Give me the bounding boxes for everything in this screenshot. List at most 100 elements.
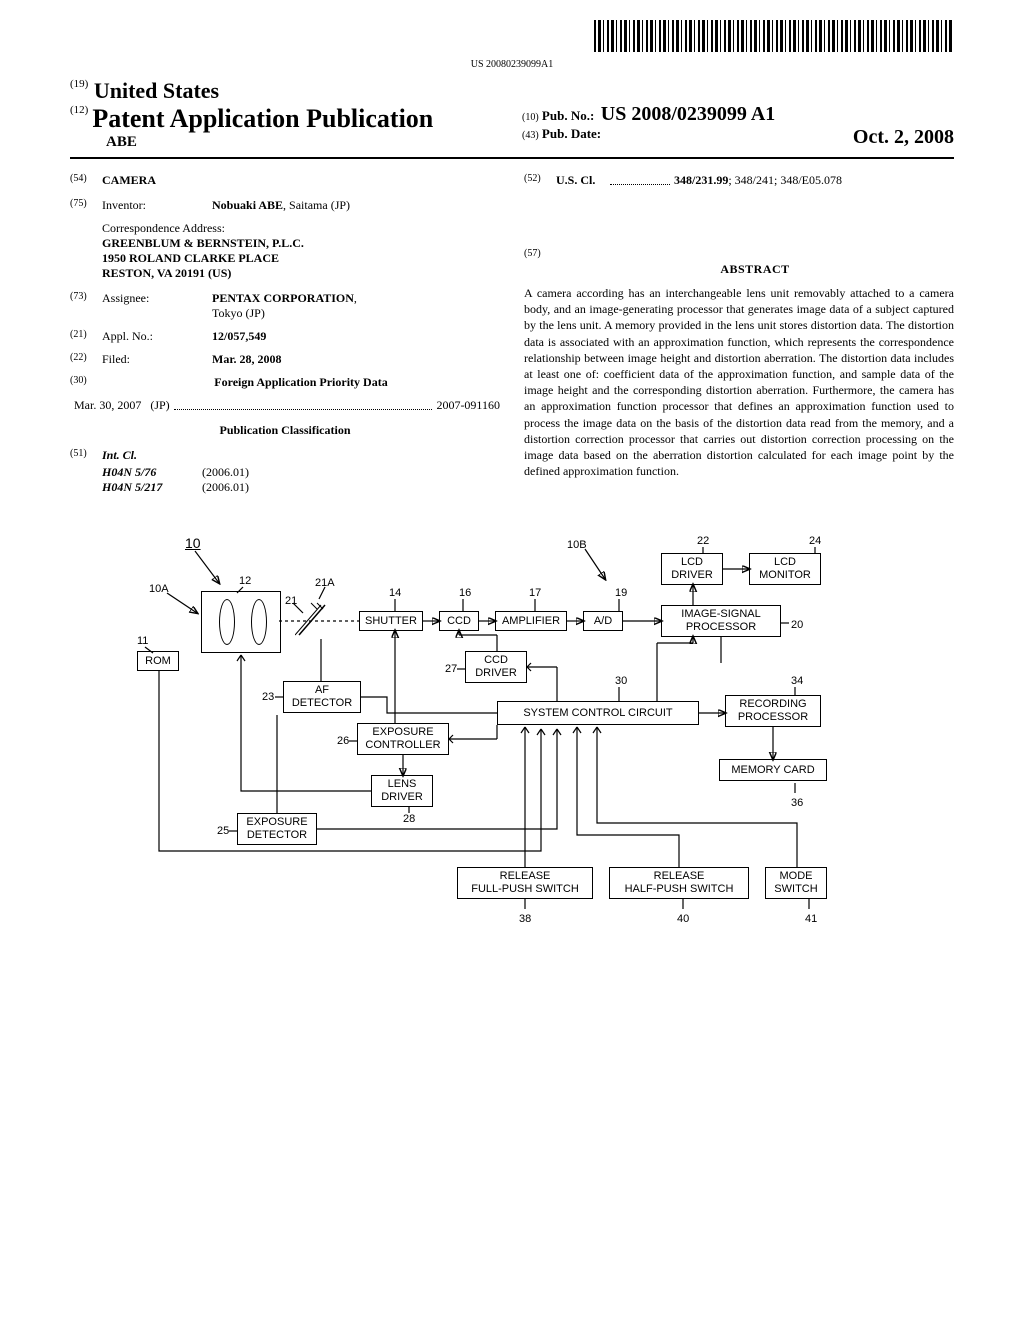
- country-name: United States: [94, 78, 219, 103]
- mirror-assembly: [295, 601, 329, 639]
- box-system-control: SYSTEM CONTROL CIRCUIT: [497, 701, 699, 725]
- pubno-field-num: (10): [522, 112, 539, 123]
- barcode-number: US 20080239099A1: [70, 59, 954, 70]
- intcl-2-year: (2006.01): [202, 480, 249, 495]
- dotted-leader: [610, 170, 670, 185]
- box-lcd-driver: LCD DRIVER: [661, 553, 723, 585]
- ref-19: 19: [615, 587, 627, 599]
- title-num: (54): [70, 173, 102, 188]
- document-header: (19) United States (12) Patent Applicati…: [70, 78, 954, 159]
- lens-unit-outline: [201, 591, 281, 653]
- filed-num: (22): [70, 352, 102, 367]
- ref-23: 23: [262, 691, 274, 703]
- pubdate-label: Pub. Date:: [542, 126, 601, 141]
- pub-field-num: (12): [70, 104, 88, 116]
- publication-title: Patent Application Publication: [92, 104, 433, 133]
- uscl-num: (52): [524, 173, 556, 188]
- pubno-value: US 2008/0239099 A1: [601, 103, 775, 125]
- ref-12: 12: [239, 575, 251, 587]
- ref-26: 26: [337, 735, 349, 747]
- box-ccd-driver: CCD DRIVER: [465, 651, 527, 683]
- dotted-leader: [174, 395, 433, 410]
- ref-36: 36: [791, 797, 803, 809]
- correspondence-line1: GREENBLUM & BERNSTEIN, P.L.C.: [102, 236, 500, 251]
- intcl-label: Int. Cl.: [102, 448, 137, 463]
- invention-title: CAMERA: [102, 173, 156, 188]
- ref-27: 27: [445, 663, 457, 675]
- applno-label: Appl. No.:: [102, 329, 212, 344]
- assignee-label: Assignee:: [102, 291, 212, 321]
- pubdate-value: Oct. 2, 2008: [853, 126, 954, 149]
- applno-value: 12/057,549: [212, 329, 500, 344]
- box-lens-driver: LENS DRIVER: [371, 775, 433, 807]
- ref-16: 16: [459, 587, 471, 599]
- foreign-value: 2007-091160: [436, 398, 500, 413]
- ref-28: 28: [403, 813, 415, 825]
- box-exposure-detector: EXPOSURE DETECTOR: [237, 813, 317, 845]
- uscl-label: U.S. Cl.: [556, 173, 606, 188]
- box-af: AF DETECTOR: [283, 681, 361, 713]
- intcl-2-code: H04N 5/217: [102, 480, 202, 495]
- main-columns: (54) CAMERA (75) Inventor: Nobuaki ABE, …: [70, 173, 954, 495]
- foreign-date: Mar. 30, 2007: [74, 398, 141, 413]
- applno-num: (21): [70, 329, 102, 344]
- block-diagram: 10 10A 12 11 21 21A 14 16 17 19 10B 22 2…: [137, 535, 887, 955]
- filed-value: Mar. 28, 2008: [212, 352, 500, 367]
- inventor-name: Nobuaki ABE: [212, 198, 283, 212]
- barcode-section: US 20080239099A1: [70, 20, 954, 70]
- box-exposure-controller: EXPOSURE CONTROLLER: [357, 723, 449, 755]
- assignee-location: Tokyo (JP): [212, 306, 265, 320]
- ref-21A: 21A: [315, 577, 335, 589]
- lens-element-1: [219, 599, 235, 645]
- uscl-primary: 348/231.99: [674, 173, 728, 187]
- ref-25: 25: [217, 825, 229, 837]
- ref-24: 24: [809, 535, 821, 547]
- correspondence-line3: RESTON, VA 20191 (US): [102, 266, 500, 281]
- box-recording-processor: RECORDING PROCESSOR: [725, 695, 821, 727]
- intcl-1-code: H04N 5/76: [102, 465, 202, 480]
- abstract-text: A camera according has an interchangeabl…: [524, 285, 954, 479]
- box-shutter: SHUTTER: [359, 611, 423, 631]
- ref-20: 20: [791, 619, 803, 631]
- intcl-1-year: (2006.01): [202, 465, 249, 480]
- inventor-label: Inventor:: [102, 198, 212, 213]
- inventor-location: , Saitama (JP): [283, 198, 350, 212]
- foreign-country: (JP): [150, 398, 169, 413]
- ref-38: 38: [519, 913, 531, 925]
- ref-40: 40: [677, 913, 689, 925]
- ref-10B: 10B: [567, 539, 587, 551]
- box-mode-switch: MODE SWITCH: [765, 867, 827, 899]
- foreign-num: (30): [70, 375, 102, 390]
- box-release-full: RELEASE FULL-PUSH SWITCH: [457, 867, 593, 899]
- intcl-num: (51): [70, 448, 102, 463]
- country-field-num: (19): [70, 78, 88, 90]
- pubno-label: Pub. No.:: [542, 108, 594, 123]
- left-column: (54) CAMERA (75) Inventor: Nobuaki ABE, …: [70, 173, 500, 495]
- inventor-num: (75): [70, 198, 102, 213]
- pubclass-title: Publication Classification: [70, 423, 500, 438]
- right-column: (52) U.S. Cl. 348/231.99; 348/241; 348/E…: [524, 173, 954, 495]
- box-lcd-monitor: LCD MONITOR: [749, 553, 821, 585]
- abstract-title: ABSTRACT: [556, 262, 954, 277]
- box-rom: ROM: [137, 651, 179, 671]
- lens-element-2: [251, 599, 267, 645]
- box-amplifier: AMPLIFIER: [495, 611, 567, 631]
- ref-34: 34: [791, 675, 803, 687]
- assignee-name: PENTAX CORPORATION: [212, 291, 354, 305]
- assignee-num: (73): [70, 291, 102, 321]
- ref-10A: 10A: [149, 583, 169, 595]
- correspondence-label: Correspondence Address:: [102, 221, 500, 236]
- ref-10: 10: [185, 535, 201, 551]
- barcode-graphic: [594, 20, 954, 52]
- foreign-title: Foreign Application Priority Data: [102, 375, 500, 390]
- pubdate-field-num: (43): [522, 130, 539, 141]
- uscl-rest: ; 348/241; 348/E05.078: [728, 173, 842, 187]
- abstract-num: (57): [524, 248, 556, 285]
- correspondence-line2: 1950 ROLAND CLARKE PLACE: [102, 251, 500, 266]
- ref-17: 17: [529, 587, 541, 599]
- applicant-name: ABE: [106, 134, 502, 151]
- ref-22: 22: [697, 535, 709, 547]
- filed-label: Filed:: [102, 352, 212, 367]
- box-ad: A/D: [583, 611, 623, 631]
- box-isp: IMAGE-SIGNAL PROCESSOR: [661, 605, 781, 637]
